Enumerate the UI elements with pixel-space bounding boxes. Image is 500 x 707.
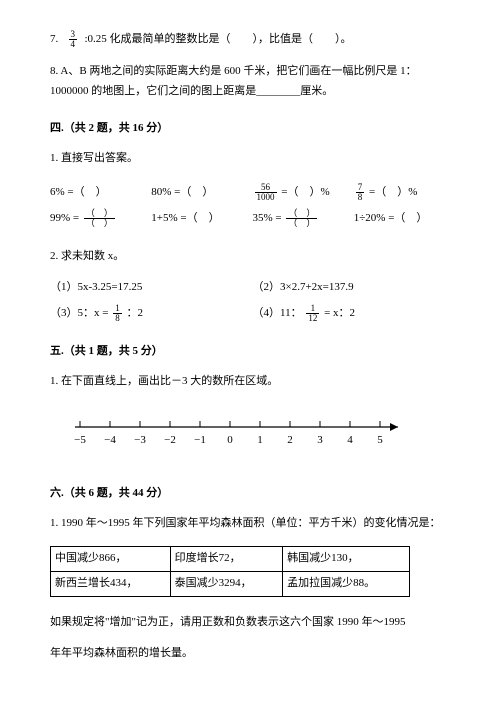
frac-den: （ ） [286,219,317,228]
sec6-q1: 1. 1990 年～1995 年下列国家年平均森林面积（单位：平方千米）的变化情… [50,514,455,534]
table-row: 新西兰增长434，泰国减少3294，孟加拉国减少88。 [51,571,410,596]
table-cell: 韩国减少130， [283,547,410,572]
sec6-tail1: 如果规定将"增加"记为正，请用正数和负数表示这六个国家 1990 年～1995 [50,613,455,633]
table-cell: 印度增长72， [170,547,282,572]
section-6-title: 六.（共 6 题，共 44 分） [50,484,455,504]
sec5-q1: 1. 在下面直线上，画出比－3 大的数所在区域。 [50,372,455,392]
eq4-a: （4）11： [253,307,302,319]
sec4-q1: 1. 直接写出答案。 [50,149,455,169]
section-5-title: 五.（共 1 题，共 5 分） [50,342,455,362]
sec4-row2: 99% = （ ） （ ） 1+5% =（ ） 35% = （ ） （ ） 1÷… [50,209,455,229]
q7-fraction: 3 4 [69,30,78,49]
r1c3-frac: 56 1000 [255,183,277,202]
forest-table-wrap: 中国减少866，印度增长72，韩国减少130，新西兰增长434，泰国减少3294… [50,546,455,597]
r2c4: 1÷20% =（ ） [354,209,455,229]
r1c4: 7 8 =（ ）% [354,183,455,203]
frac-den: 12 [306,314,319,323]
r2c3-frac: （ ） （ ） [286,209,317,228]
r2c2: 1+5% =（ ） [151,209,252,229]
sec4-eq-row1: （1）5x-3.25=17.25 （2）3×2.7+2x=137.9 [50,278,455,298]
table-cell: 泰国减少3294， [170,571,282,596]
eq2: （2）3×2.7+2x=137.9 [253,278,456,298]
svg-text:−3: −3 [134,434,146,446]
r1c4-tail: =（ ）% [369,186,417,198]
frac-den: 8 [356,193,365,202]
sec4-row1: 6% =（ ） 80% =（ ） 56 1000 =（ ）% 7 8 =（ ）% [50,183,455,203]
r1c1: 6% =（ ） [50,183,151,203]
r2c1-frac: （ ） （ ） [84,209,115,228]
svg-text:1: 1 [257,434,263,446]
table-cell: 新西兰增长434， [51,571,171,596]
svg-text:−1: −1 [194,434,206,446]
r2c1: 99% = （ ） （ ） [50,209,151,229]
eq4-frac: 1 12 [306,304,319,323]
eq4-b: = x：2 [324,307,355,319]
forest-table: 中国减少866，印度增长72，韩国减少130，新西兰增长434，泰国减少3294… [50,546,410,597]
r2c3-lead: 35% = [253,212,282,224]
section-4-title: 四.（共 2 题，共 16 分） [50,119,455,139]
table-cell: 孟加拉国减少88。 [283,571,410,596]
eq3-frac: 1 8 [113,304,122,323]
r2c3: 35% = （ ） （ ） [253,209,354,229]
table-row: 中国减少866，印度增长72，韩国减少130， [51,547,410,572]
q8-text: 8. A、B 两地之间的实际距离大约是 600 千米，把它们画在一幅比例尺是 1… [50,65,417,97]
q7-number: 7. [50,33,58,45]
eq1: （1）5x-3.25=17.25 [50,278,253,298]
svg-text:5: 5 [377,434,383,446]
number-line: −5 −4 −3 −2 −1 0 1 2 3 4 5 [70,407,455,465]
eq4: （4）11： 1 12 = x：2 [253,304,456,324]
svg-text:3: 3 [317,434,323,446]
sec4-eq-row2: （3）5：x = 1 8 ：2 （4）11： 1 12 = x：2 [50,304,455,324]
svg-text:4: 4 [347,434,353,446]
table-cell: 中国减少866， [51,547,171,572]
svg-text:−2: −2 [164,434,176,446]
question-7: 7. 3 4 :0.25 化成最简单的整数比是（ ），比值是（ ）。 [50,30,455,50]
svg-text:2: 2 [287,434,293,446]
r1c4-frac: 7 8 [356,183,365,202]
r1c3: 56 1000 =（ ）% [253,183,354,203]
r1c3-tail: =（ ）% [281,186,329,198]
svg-text:−5: −5 [74,434,86,446]
sec4-q2: 2. 求未知数 x。 [50,247,455,267]
frac-den: （ ） [84,219,115,228]
svg-text:0: 0 [227,434,233,446]
eq3-a: （3）5：x = [50,307,108,319]
frac-den: 1000 [255,193,277,202]
r1c2: 80% =（ ） [151,183,252,203]
sec6-tail2: 年年平均森林面积的增长量。 [50,644,455,664]
number-line-svg: −5 −4 −3 −2 −1 0 1 2 3 4 5 [70,407,400,457]
q7-frac-den: 4 [69,40,78,49]
svg-text:−4: −4 [104,434,116,446]
q7-body: :0.25 化成最简单的整数比是（ ），比值是（ ）。 [85,33,352,45]
r2c1-lead: 99% = [50,212,79,224]
eq3: （3）5：x = 1 8 ：2 [50,304,253,324]
eq3-b: ：2 [126,307,143,319]
frac-den: 8 [113,314,122,323]
question-8: 8. A、B 两地之间的实际距离大约是 600 千米，把它们画在一幅比例尺是 1… [50,62,455,102]
